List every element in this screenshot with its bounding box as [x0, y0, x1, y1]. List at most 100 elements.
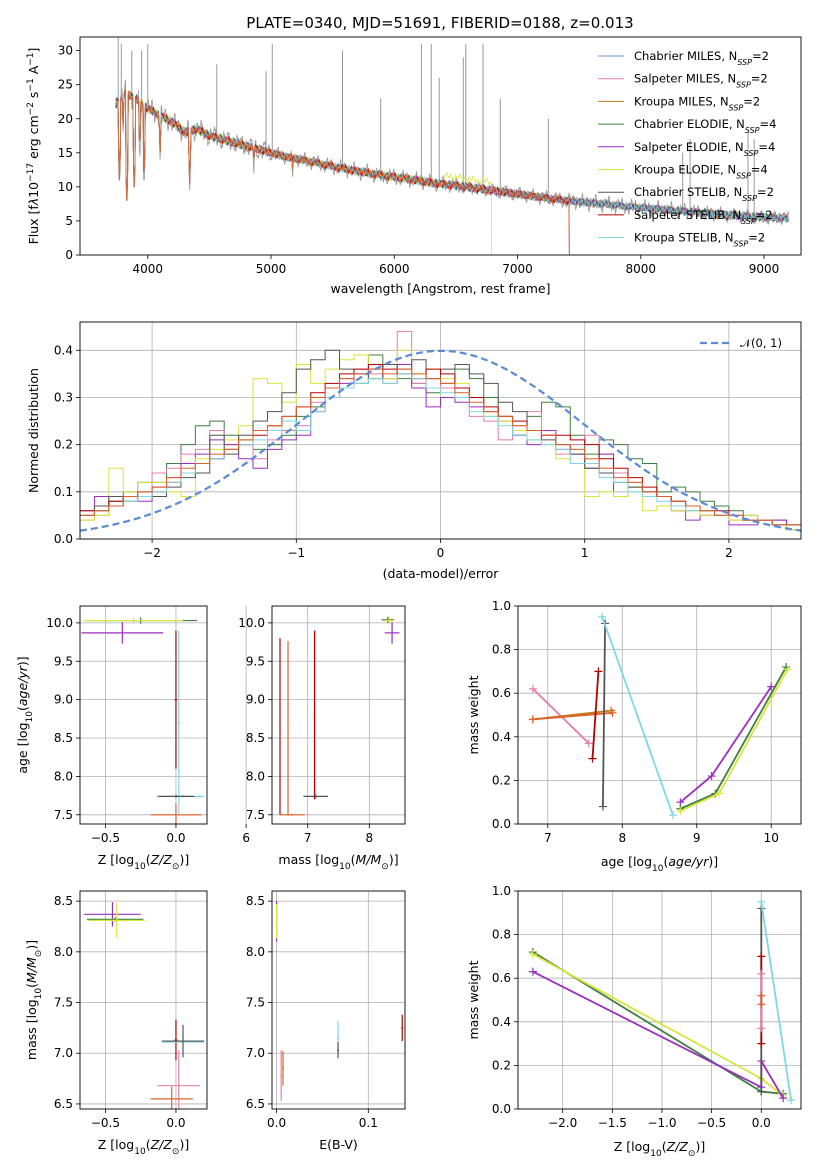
panel-weight_vs_Z: −2.0 −1.5 −1.0 −0.5 0.0 0.0 0.2 0.4 0.6 0.8 1.0 Z […	[466, 884, 802, 1159]
y-tick-label: 7.5	[246, 808, 265, 822]
y-tick-label: 0.6	[492, 971, 511, 985]
figure-title: PLATE=0340, MJD=51691, FIBERID=0188, z=0…	[246, 14, 633, 32]
weight-marker	[598, 802, 607, 811]
y-tick-label: 0.0	[54, 532, 73, 546]
y-tick-label: 20	[58, 112, 73, 126]
legend-sub: SSP	[741, 216, 756, 225]
label-part: (	[351, 852, 356, 867]
label-part: (	[663, 854, 668, 869]
legend-tail: =2	[748, 231, 765, 245]
errorbar	[174, 1019, 178, 1061]
axes-frame	[517, 890, 802, 1110]
y-tick-label: 5	[65, 214, 73, 228]
weight-marker	[668, 811, 677, 820]
label-part: M/M	[356, 852, 382, 867]
x-tick-label: 0.0	[166, 831, 185, 845]
legend-label: Salpeter MILES, NSSP=2	[634, 72, 768, 90]
y-tick-label: 8.5	[54, 894, 73, 908]
x-tick-label: −2	[143, 546, 161, 560]
legend-tail: =2	[757, 185, 774, 199]
x-tick-label: 9000	[749, 262, 780, 276]
legend-sub: SSP	[734, 239, 749, 248]
y-tick-label: 0.8	[492, 928, 511, 942]
model-spectrum	[115, 90, 492, 255]
errorbar	[287, 641, 289, 815]
x-tick-label: −1	[287, 546, 305, 560]
label-part: ⊙	[172, 862, 180, 872]
errorbar	[282, 1051, 284, 1086]
legend-label: Kroupa STELIB, NSSP=2	[634, 231, 765, 249]
label-part: )]	[708, 854, 718, 869]
errorbar	[275, 904, 278, 939]
y-tick-label: 8.5	[246, 731, 265, 745]
label-part: ⊙	[688, 1149, 696, 1159]
plot-area	[279, 616, 400, 816]
x-tick-label: 9	[693, 831, 701, 845]
weight-series	[532, 953, 784, 1097]
label-part: mass [log	[24, 999, 39, 1060]
x-axis-label: (data-model)/error	[383, 566, 500, 581]
weight-marker	[757, 1024, 766, 1033]
x-tick-label: 6000	[379, 262, 410, 276]
weight-marker	[707, 772, 716, 781]
errorbar	[177, 630, 181, 815]
legend-tail: =2	[752, 49, 769, 63]
errorbar	[315, 630, 317, 800]
plot-area	[528, 612, 792, 820]
errorbar	[337, 1042, 339, 1059]
x-tick-label: −0.5	[91, 831, 120, 845]
weight-marker	[528, 950, 537, 959]
legend-label: Kroupa ELODIE, NSSP=4	[634, 163, 768, 181]
label-part: ]	[26, 48, 41, 53]
label-part: λ	[26, 198, 41, 206]
x-axis-label: Z [log10(Z/Z⊙)]	[98, 1137, 189, 1157]
x-tick-label: −2.0	[548, 1116, 577, 1130]
model-spectrum	[115, 89, 570, 255]
weight-marker	[715, 789, 724, 798]
y-tick-label: 7.0	[246, 1046, 265, 1060]
weight-marker	[757, 1087, 766, 1096]
x-tick-label: 2	[725, 546, 733, 560]
weight-marker	[757, 897, 766, 906]
y-tick-label: 8.0	[246, 945, 265, 959]
x-tick-label: 8	[365, 831, 373, 845]
errorbar	[150, 1086, 193, 1109]
errorbar	[313, 630, 316, 800]
label-part: −1	[26, 52, 36, 65]
errorbar	[384, 616, 394, 625]
histogram-series	[80, 368, 801, 526]
weight-marker	[782, 663, 791, 672]
legend-name: Kroupa MILES, N	[634, 94, 729, 108]
y-tick-label: 8.0	[54, 769, 73, 783]
label-part: Flux [f	[26, 205, 41, 245]
weight-series	[532, 711, 613, 721]
plot-area	[115, 37, 790, 255]
errorbar	[280, 814, 305, 816]
y-axis-label: Normed distribution	[26, 368, 41, 493]
legend-label: Chabrier ELODIE, NSSP=4	[634, 117, 776, 135]
label-part: (	[662, 1139, 667, 1154]
y-tick-label: 7.5	[54, 996, 73, 1010]
x-tick-label: 7	[544, 831, 552, 845]
x-axis-label: Z [log10(Z/Z⊙)]	[614, 1139, 705, 1159]
weight-marker	[757, 952, 766, 961]
x-tick-label: 6	[242, 831, 250, 845]
label-part: 10	[34, 988, 44, 1000]
y-tick-label: 9.0	[246, 693, 265, 707]
axes-frame	[79, 890, 208, 1110]
legend-tail: =4	[760, 117, 777, 131]
x-tick-label: 0.0	[752, 1116, 771, 1130]
y-tick-label: 6.5	[54, 1097, 73, 1111]
weight-marker	[528, 715, 537, 724]
label-part: M/M	[24, 957, 39, 983]
label-part: Z/Z	[666, 1139, 689, 1154]
y-tick-label: 0	[65, 248, 73, 262]
y-tick-label: 0.0	[492, 817, 511, 831]
errorbar	[280, 1050, 283, 1101]
x-tick-label: 10	[764, 831, 779, 845]
label-part: 10	[134, 1147, 146, 1157]
y-tick-label: 8.5	[246, 894, 265, 908]
panel-mass_vs_Z: −0.5 0.06.57.07.58.08.5Z [log10(Z/Z⊙)]mas…	[24, 890, 208, 1157]
label-part: −1	[26, 78, 36, 91]
